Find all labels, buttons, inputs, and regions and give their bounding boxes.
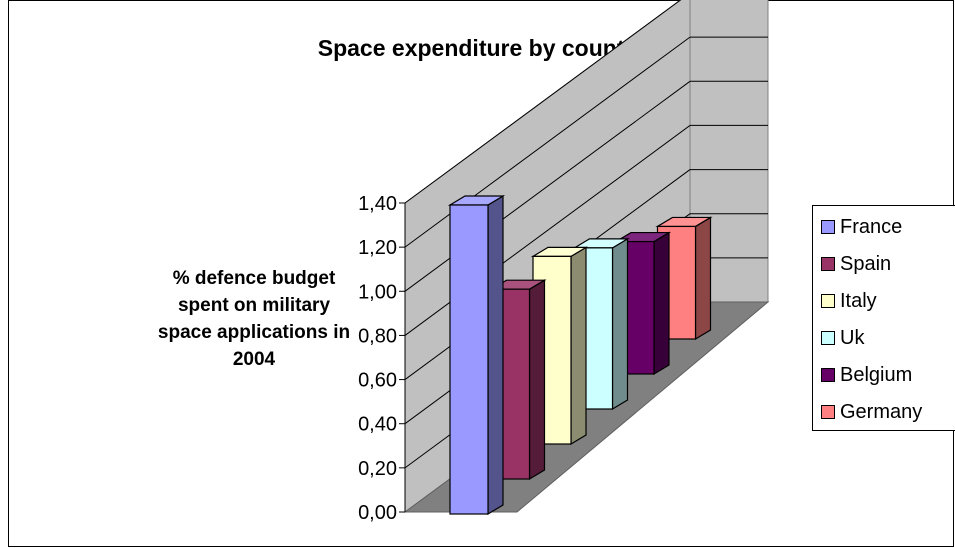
legend-item: Belgium <box>821 362 912 388</box>
legend: France Spain Italy Uk Belgium Germany <box>812 205 955 431</box>
bar <box>449 204 489 515</box>
y-tick-label: 0,20 <box>358 458 397 480</box>
bar-side <box>570 246 587 446</box>
legend-item: France <box>821 214 902 240</box>
bar-side <box>528 279 546 481</box>
y-axis-label: % defence budget spent on military space… <box>157 268 351 370</box>
legend-label: Spain <box>840 252 892 275</box>
y-tick-label: 0,80 <box>358 325 397 347</box>
y-tick-label: 0,40 <box>358 414 397 436</box>
y-tick-label: 1,20 <box>358 237 397 259</box>
bar-side <box>487 194 504 516</box>
bar-side <box>611 237 629 411</box>
y-tick-label: 1,40 <box>358 193 397 215</box>
legend-swatch <box>821 257 835 271</box>
legend-item: Uk <box>821 325 864 351</box>
legend-label: Germany <box>840 400 923 423</box>
legend-label: France <box>840 215 903 238</box>
bar-side <box>694 216 712 341</box>
legend-swatch <box>821 368 835 382</box>
gridline <box>404 0 682 204</box>
legend-swatch <box>821 294 835 308</box>
bar-side <box>653 231 670 376</box>
chart-title: Space expenditure by country <box>317 35 647 61</box>
legend-swatch <box>821 220 835 234</box>
y-tick-label: 0,60 <box>358 370 397 392</box>
legend-label: Belgium <box>840 363 913 386</box>
legend-swatch <box>821 405 835 419</box>
legend-label: Italy <box>840 289 877 312</box>
legend-item: Spain <box>821 251 891 277</box>
y-tick-label: 1,00 <box>358 281 397 303</box>
legend-label: Uk <box>840 326 865 349</box>
y-tick-label: 0,00 <box>358 502 397 524</box>
legend-item: Italy <box>821 288 877 314</box>
legend-item: Germany <box>821 399 922 425</box>
legend-swatch <box>821 331 835 345</box>
